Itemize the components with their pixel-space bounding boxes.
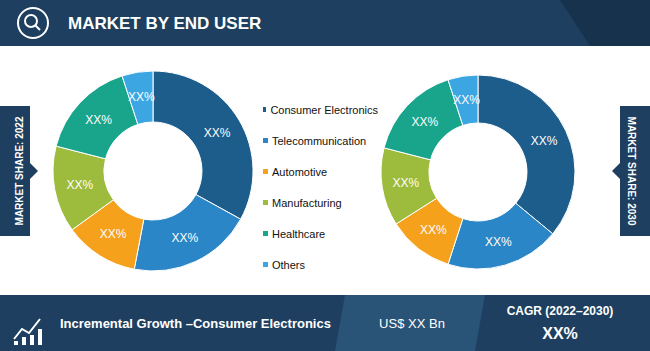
- svg-text:MARKET SHARE: 2022: MARKET SHARE: 2022: [14, 116, 25, 225]
- svg-text:XX%: XX%: [531, 134, 558, 148]
- svg-text:US$ XX Bn: US$ XX Bn: [379, 316, 445, 331]
- svg-text:XX%: XX%: [128, 90, 155, 104]
- svg-text:XX%: XX%: [66, 178, 93, 192]
- svg-text:XX%: XX%: [85, 113, 112, 127]
- svg-text:XX%: XX%: [204, 126, 231, 140]
- svg-text:XX%: XX%: [453, 93, 480, 107]
- svg-text:XX%: XX%: [171, 231, 198, 245]
- html-text:Others: Others: [272, 258, 305, 271]
- svg-text:XX%: XX%: [485, 235, 512, 249]
- svg-text:MARKET BY END USER: MARKET BY END USER: [68, 14, 261, 33]
- svg-text:MARKET SHARE: 2030: MARKET SHARE: 2030: [626, 117, 637, 226]
- svg-text:XX%: XX%: [420, 223, 447, 237]
- html-text:Consumer Electronics: Consumer Electronics: [270, 103, 378, 116]
- svg-text:XX%: XX%: [542, 325, 578, 342]
- svg-text:XX%: XX%: [393, 176, 420, 190]
- svg-text:CAGR (2022–2030): CAGR (2022–2030): [507, 304, 614, 318]
- html-text:Manufacturing: Manufacturing: [272, 196, 342, 209]
- html-text:Automotive: Automotive: [272, 165, 327, 178]
- html-text:Telecommunication: Telecommunication: [272, 134, 367, 147]
- svg-text:XX%: XX%: [411, 115, 438, 129]
- svg-text:Incremental Growth –Consumer E: Incremental Growth –Consumer Electronics: [60, 316, 331, 331]
- html-text:Healthcare: Healthcare: [272, 227, 326, 240]
- svg-text:XX%: XX%: [100, 227, 127, 241]
